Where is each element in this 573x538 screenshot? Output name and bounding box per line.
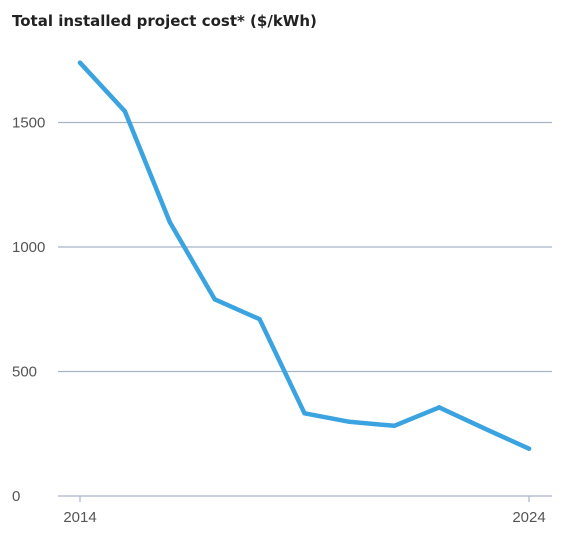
y-tick-label-1000: 1000 (12, 239, 45, 256)
x-axis (58, 495, 552, 502)
data-point-2014 (77, 60, 83, 65)
y-tick-label-0: 0 (12, 488, 20, 505)
data-point-2015 (122, 109, 128, 114)
y-tick-label-1500: 1500 (12, 115, 45, 132)
data-point-2020 (347, 419, 352, 424)
x-tick-label-2014: 2014 (63, 509, 96, 526)
data-point-2017 (212, 297, 217, 302)
x-tick-label-2024: 2024 (512, 509, 545, 526)
data-point-2016 (167, 219, 172, 225)
data-point-2021 (392, 423, 397, 428)
chart-title: Total installed project cost* ($/kWh) (12, 12, 317, 30)
y-tick-label-500: 500 (12, 364, 37, 381)
data-point-2018 (257, 317, 262, 322)
data-point-2023 (481, 426, 487, 431)
data-point-2019 (302, 411, 307, 416)
series-line-0 (77, 60, 532, 451)
data-point-2024 (526, 446, 532, 451)
series-layer (77, 60, 532, 451)
data-point-2022 (437, 405, 442, 410)
gridlines (58, 121, 552, 373)
tick-labels: 0 500 1000 1500 2014 2024 (12, 115, 546, 527)
